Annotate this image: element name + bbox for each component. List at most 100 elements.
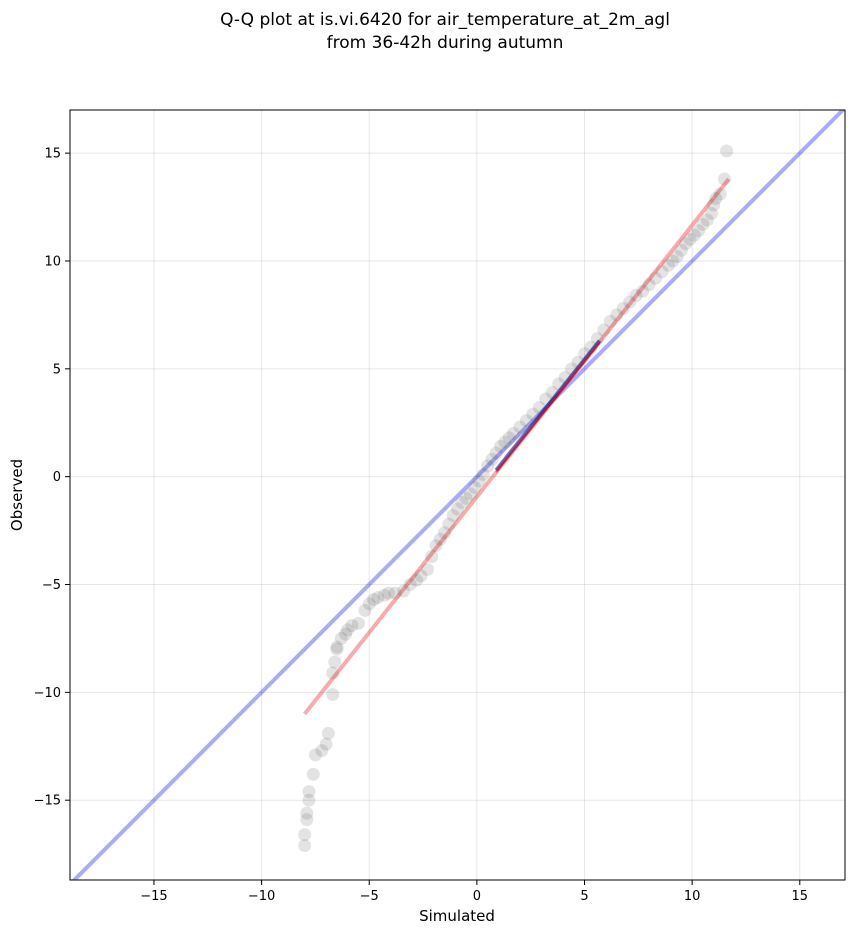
qq-point: [476, 468, 490, 482]
qq-point: [472, 474, 486, 488]
qq-point: [717, 172, 731, 186]
qq-point: [330, 642, 344, 656]
grid: [70, 110, 845, 880]
qq-point: [339, 627, 353, 641]
qq-point: [519, 414, 533, 428]
fit-line-core: [495, 342, 601, 473]
qq-point: [410, 573, 424, 587]
qq-point: [300, 813, 314, 827]
qq-point: [414, 569, 428, 583]
x-tick-label: 15: [792, 889, 809, 904]
qq-point: [498, 435, 512, 449]
qq-point: [610, 308, 624, 322]
qq-point: [674, 243, 688, 257]
x-tick-label: −10: [248, 889, 275, 904]
plot-frame: [69, 109, 846, 881]
qq-point: [341, 623, 355, 637]
qq-point: [308, 748, 322, 762]
y-axis-label: Observed: [8, 459, 26, 531]
qq-point: [319, 737, 333, 751]
x-tick-label: 10: [684, 889, 701, 904]
qq-point: [451, 502, 464, 516]
qq-point: [670, 250, 684, 264]
qq-point: [661, 258, 675, 272]
y-tick-label: −10: [34, 686, 61, 701]
overlay-lines: [494, 339, 602, 473]
qq-point: [425, 549, 439, 563]
y-tick-label: 0: [53, 470, 61, 485]
y-tick-label: −5: [42, 578, 61, 593]
qq-point: [494, 439, 508, 453]
qq-point: [513, 420, 527, 434]
qq-point: [459, 491, 473, 505]
quantile-points: [298, 144, 734, 852]
qq-point: [403, 578, 417, 592]
qq-point: [705, 207, 719, 221]
qq-point: [616, 301, 630, 315]
qq-point: [713, 187, 727, 201]
chart-title-line-2: from 36-42h during autumn: [327, 33, 564, 53]
x-axis-label: Simulated: [419, 907, 495, 925]
qq-point: [326, 688, 340, 702]
y-axis: −15 −10 −5 0 5 10 15: [34, 147, 70, 809]
y-tick-label: 5: [53, 362, 61, 377]
qq-point: [306, 767, 320, 781]
qq-point: [603, 314, 617, 328]
qq-point: [489, 446, 503, 460]
reference-lines: [71, 110, 845, 880]
qq-point: [330, 640, 344, 654]
qq-point: [351, 616, 365, 630]
x-axis: −15 −10 −5 0 5 10 15: [140, 880, 808, 904]
qq-point: [298, 838, 312, 852]
qq-point: [700, 213, 714, 227]
qq-point: [642, 278, 656, 292]
qq-point: [397, 584, 411, 598]
qq-point: [302, 793, 316, 807]
qq-point: [367, 593, 381, 607]
qq-point: [455, 496, 469, 510]
x-tick-label: −15: [140, 889, 167, 904]
qq-point: [636, 284, 650, 298]
qq-point: [502, 431, 516, 445]
qq-point: [371, 590, 385, 604]
qq-point: [334, 631, 348, 645]
qq-point: [358, 603, 372, 617]
y-tick-label: 15: [44, 147, 61, 162]
chart-title-line-1: Q-Q plot at is.vi.6420 for air_temperatu…: [220, 10, 670, 30]
qq-point: [328, 655, 342, 669]
qq-point: [666, 254, 680, 268]
qq-point: [321, 726, 335, 740]
qq-point: [463, 487, 477, 501]
qq-point: [720, 144, 734, 158]
qq-point: [692, 224, 706, 238]
qq-point: [302, 785, 316, 799]
qq-point: [438, 526, 452, 540]
qq-point: [429, 539, 443, 553]
y-tick-label: 10: [44, 254, 61, 269]
qq-point: [420, 562, 434, 576]
qq-point: [485, 452, 499, 466]
qq-point: [623, 295, 637, 309]
y-tick-label: −15: [34, 794, 61, 809]
qq-point: [388, 586, 402, 600]
qq-point: [629, 288, 643, 302]
qq-point: [655, 265, 669, 279]
x-tick-label: −5: [360, 889, 379, 904]
interquartile-segment: [494, 339, 602, 472]
qq-point: [298, 828, 312, 842]
identity-line: [71, 110, 845, 880]
qq-point: [506, 427, 520, 441]
qq-point: [468, 480, 482, 494]
qq-point: [446, 508, 460, 522]
qq-point: [649, 271, 663, 285]
qq-point: [597, 323, 611, 337]
qq-point: [709, 191, 723, 205]
qq-point: [377, 588, 391, 602]
qq-point: [326, 666, 340, 680]
qq-point: [481, 459, 495, 473]
x-tick-label: 0: [473, 889, 481, 904]
qq-point: [696, 217, 710, 231]
qq-point: [300, 806, 314, 820]
qq-point: [683, 232, 697, 246]
